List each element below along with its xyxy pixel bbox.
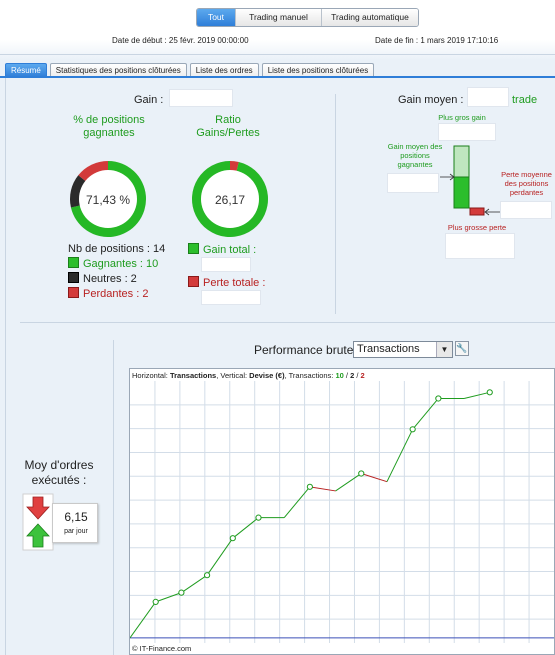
wrench-icon[interactable]: 🔧 bbox=[455, 341, 469, 356]
chart-plot bbox=[130, 381, 554, 643]
perdantes: Perdantes : 2 bbox=[83, 288, 149, 300]
chart-header-neutral: 2 bbox=[350, 371, 355, 380]
tab-resume[interactable]: Résumé bbox=[5, 63, 47, 77]
ratio-donut bbox=[192, 161, 268, 237]
chart-header-sep: / bbox=[343, 371, 351, 380]
perte-totale-label: Perte totale : bbox=[203, 277, 266, 289]
loss-square-icon bbox=[188, 276, 199, 287]
series-segment bbox=[463, 391, 490, 399]
tab-trading-manuel[interactable]: Trading manuel bbox=[235, 9, 321, 26]
tab-trading-automatique[interactable]: Trading automatique bbox=[321, 9, 418, 26]
horizontal-divider bbox=[20, 322, 555, 323]
mode-tabs: Tout Trading manuel Trading automatique bbox=[196, 8, 419, 27]
up-down-arrows-icon bbox=[22, 493, 54, 551]
chart-header-sep: / bbox=[354, 371, 361, 380]
performance-chart: Horizontal: Transactions, Vertical: Devi… bbox=[129, 368, 555, 655]
chart-header-tx: , Transactions: bbox=[284, 371, 336, 380]
performance-selected: Transactions bbox=[357, 343, 420, 355]
data-point bbox=[306, 483, 313, 490]
ratio-title: Ratio Gains/Pertes bbox=[196, 114, 260, 139]
vertical-divider bbox=[113, 340, 114, 655]
tab-liste-ordres[interactable]: Liste des ordres bbox=[189, 63, 259, 77]
gain-total-label: Gain total : bbox=[203, 244, 257, 256]
data-point bbox=[486, 389, 493, 396]
date-end: Date de fin : 1 mars 2019 17:10:16 bbox=[375, 36, 499, 45]
chart-header-losses: 2 bbox=[360, 371, 365, 380]
chart-header-v: Devise (€) bbox=[249, 371, 285, 380]
tab-liste-positions[interactable]: Liste des positions clôturées bbox=[261, 63, 375, 77]
orders-widget: 6,15 par jour bbox=[22, 493, 100, 551]
perte-moyenne-label: Perte moyenne des positions perdantes bbox=[501, 170, 552, 197]
positions-stats: Nb de positions : 14 Gagnantes : 10 Neut… bbox=[68, 242, 165, 302]
pct-winning-title: % de positions gagnantes bbox=[73, 114, 145, 139]
data-point bbox=[178, 589, 185, 596]
chart-header-prefix: Horizontal: bbox=[132, 371, 170, 380]
gain-total-row: Gain total : bbox=[188, 243, 256, 256]
orders-value-card: 6,15 par jour bbox=[52, 503, 98, 543]
chart-copyright: © IT-Finance.com bbox=[132, 644, 192, 653]
gain-moyen-positions-label: Gain moyen des positions gagnantes bbox=[387, 142, 443, 169]
chart-header-h: Transactions bbox=[169, 371, 217, 380]
divider bbox=[0, 54, 555, 55]
chevron-down-icon[interactable]: ▼ bbox=[436, 342, 452, 357]
series-segment bbox=[206, 537, 234, 576]
chart-header: Horizontal: Transactions, Vertical: Devi… bbox=[132, 371, 365, 380]
perte-totale-box bbox=[201, 290, 261, 305]
data-point bbox=[255, 514, 262, 521]
data-point bbox=[409, 426, 416, 433]
perte-moyenne-box bbox=[500, 201, 552, 219]
loss-square-icon bbox=[68, 287, 79, 298]
orders-label: Moy d'ordres exécutés : bbox=[24, 458, 94, 487]
nb-positions: Nb de positions : 14 bbox=[68, 243, 166, 255]
series-segment bbox=[283, 486, 311, 518]
perte-totale-row: Perte totale : bbox=[188, 276, 265, 289]
performance-select[interactable]: Transactions ▼ bbox=[353, 341, 453, 358]
plus-gros-gain-label: Plus gros gain bbox=[438, 113, 486, 122]
plus-grosse-perte-label: Plus grosse perte bbox=[447, 223, 507, 232]
performance-label: Performance brute bbox=[254, 343, 354, 357]
series-segment bbox=[155, 592, 182, 603]
gain-moyen-box bbox=[467, 87, 509, 107]
series-segment bbox=[130, 601, 157, 639]
series-segment bbox=[181, 574, 208, 594]
data-point bbox=[152, 598, 159, 606]
series-segment bbox=[309, 486, 336, 492]
ratio-value: 26,17 bbox=[214, 193, 246, 207]
gain-label: Gain : bbox=[134, 94, 164, 106]
chart-header-wins: 10 bbox=[335, 371, 344, 380]
tab-statistiques[interactable]: Statistiques des positions clôturées bbox=[49, 63, 187, 77]
series-segment bbox=[232, 517, 259, 539]
data-point bbox=[435, 395, 442, 402]
gain-loss-bars bbox=[440, 145, 500, 216]
gain-moyen-positions-box bbox=[387, 173, 439, 193]
date-start: Date de début : 25 févr. 2019 00:00:00 bbox=[112, 36, 249, 45]
series-segment bbox=[412, 398, 439, 430]
gain-value-box bbox=[169, 89, 233, 107]
pct-donut bbox=[70, 161, 146, 237]
plus-grosse-perte-box bbox=[445, 233, 515, 259]
vertical-divider bbox=[335, 94, 336, 314]
data-point bbox=[358, 470, 365, 477]
data-point bbox=[229, 535, 236, 542]
orders-value: 6,15 bbox=[64, 510, 88, 524]
chart-header-mid: , Vertical: bbox=[216, 371, 250, 380]
neutral-square-icon bbox=[68, 272, 79, 283]
series-segment bbox=[361, 472, 388, 483]
series-segment bbox=[335, 473, 362, 492]
tab-tout[interactable]: Tout bbox=[197, 9, 235, 26]
tab-rule bbox=[0, 76, 555, 78]
gain-total-box bbox=[201, 257, 251, 272]
gain-moyen-label: Gain moyen : bbox=[398, 94, 464, 106]
win-square-icon bbox=[68, 257, 79, 268]
orders-unit: par jour bbox=[64, 528, 88, 535]
series-segment bbox=[386, 429, 414, 482]
win-square-icon bbox=[188, 243, 199, 254]
sub-tabs: Résumé Statistiques des positions clôtur… bbox=[5, 63, 377, 77]
data-point bbox=[203, 572, 211, 579]
trade-unit: trade bbox=[512, 94, 538, 106]
gagnantes: Gagnantes : 10 bbox=[83, 258, 159, 270]
pct-value: 71,43 % bbox=[85, 193, 131, 207]
neutres: Neutres : 2 bbox=[83, 273, 137, 285]
plus-gros-gain-box bbox=[438, 123, 496, 141]
